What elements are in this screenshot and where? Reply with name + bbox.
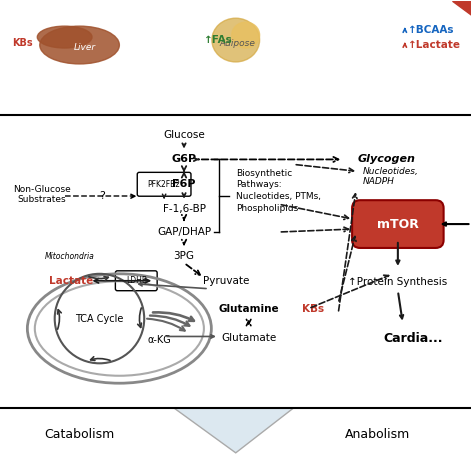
Text: GAP/DHAP: GAP/DHAP xyxy=(157,227,211,237)
Text: Pyruvate: Pyruvate xyxy=(202,276,249,286)
Text: ?: ? xyxy=(100,191,105,201)
Text: Non-Glucose
Substrates: Non-Glucose Substrates xyxy=(13,184,71,204)
Text: mTOR: mTOR xyxy=(377,218,419,230)
Text: Mitochondria: Mitochondria xyxy=(45,252,94,261)
Polygon shape xyxy=(453,1,472,15)
Text: Cardia...: Cardia... xyxy=(383,332,443,345)
Ellipse shape xyxy=(40,26,119,64)
Text: Liver: Liver xyxy=(73,43,96,52)
Text: Glucose: Glucose xyxy=(163,129,205,139)
Text: G6P: G6P xyxy=(172,155,197,164)
Text: KBs: KBs xyxy=(302,304,324,314)
FancyBboxPatch shape xyxy=(115,271,157,291)
Text: Lactate: Lactate xyxy=(49,276,94,286)
Ellipse shape xyxy=(37,26,92,48)
Text: LDHB: LDHB xyxy=(126,276,147,285)
Text: Nucleotides,
NADPH: Nucleotides, NADPH xyxy=(363,167,419,186)
Text: Glutamine: Glutamine xyxy=(219,304,279,314)
Text: ↑Lactate: ↑Lactate xyxy=(408,40,461,50)
FancyBboxPatch shape xyxy=(352,200,444,248)
Ellipse shape xyxy=(232,22,260,48)
Text: ↑Protein Synthesis: ↑Protein Synthesis xyxy=(348,277,447,287)
FancyBboxPatch shape xyxy=(137,173,191,196)
Text: Glycogen: Glycogen xyxy=(358,155,416,164)
Polygon shape xyxy=(174,408,293,453)
Text: F6P: F6P xyxy=(172,179,196,189)
Text: Adipose: Adipose xyxy=(220,38,255,47)
Text: F-1,6-BP: F-1,6-BP xyxy=(163,204,206,214)
Text: ↑FAs: ↑FAs xyxy=(204,35,233,45)
Text: Biosynthetic
Pathways:
Nucleotides, PTMs,
Phospholipids: Biosynthetic Pathways: Nucleotides, PTMs… xyxy=(236,169,321,213)
Text: Catabolism: Catabolism xyxy=(45,428,115,441)
Text: Anabolism: Anabolism xyxy=(346,428,410,441)
Text: PFK2FB2: PFK2FB2 xyxy=(147,180,181,189)
Ellipse shape xyxy=(212,18,260,62)
Text: Glutamate: Glutamate xyxy=(221,333,276,344)
Text: α-KG: α-KG xyxy=(147,336,171,346)
Text: KBs: KBs xyxy=(12,38,33,48)
Text: 3PG: 3PG xyxy=(173,251,194,261)
Text: ↑BCAAs: ↑BCAAs xyxy=(408,25,454,35)
Text: TCA Cycle: TCA Cycle xyxy=(75,314,124,324)
